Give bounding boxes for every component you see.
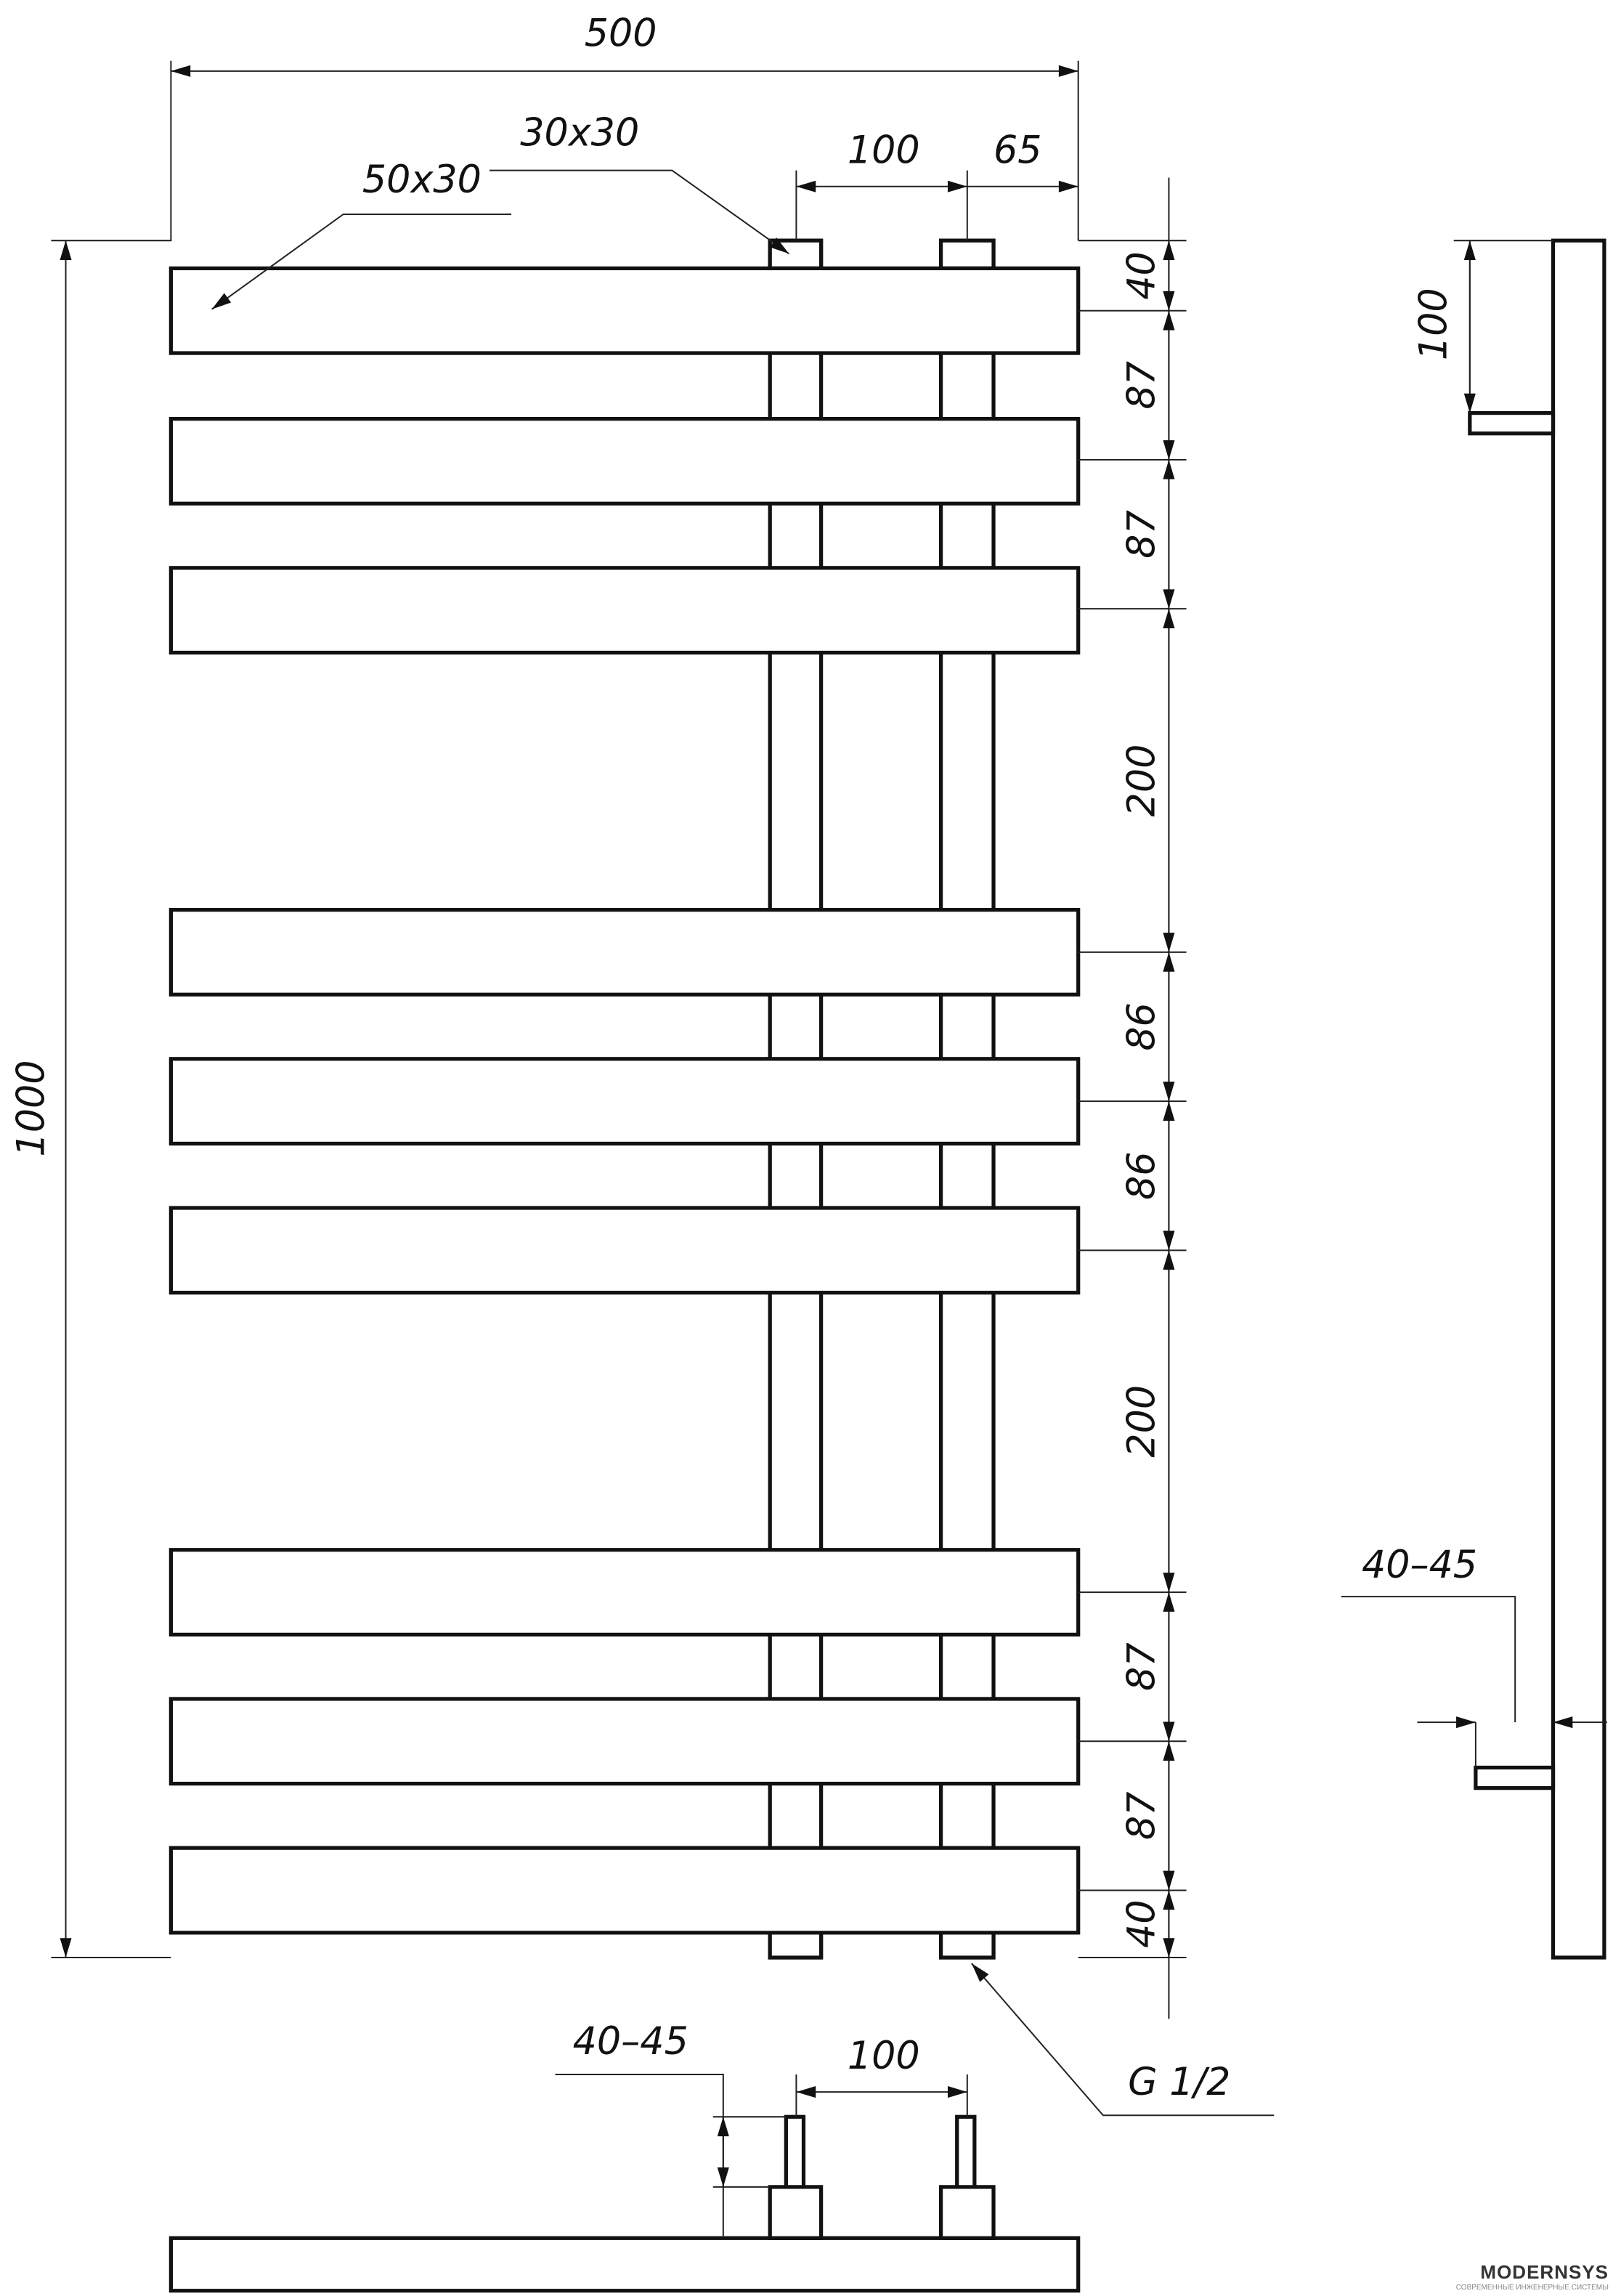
towel-bar [168, 907, 1081, 997]
spacing-label: 87 [1119, 361, 1163, 410]
spacing-label: 200 [1119, 745, 1163, 817]
dim-overall-width: 500 [585, 12, 657, 56]
bottom-view [168, 2073, 1081, 2293]
dim-pipe-offset: 65 [994, 129, 1042, 173]
dim-pipe-section: 30x30 [520, 110, 639, 155]
modernsys-logo: MODERNSYS СОВРЕМЕННЫЕ ИНЖЕНЕРНЫЕ СИСТЕМЫ [1456, 2261, 1609, 2292]
towel-bar [168, 1206, 1081, 1295]
towel-bar [168, 1846, 1081, 1935]
dim-overall-height: 1000 [9, 1060, 53, 1156]
pipe-cap [768, 238, 824, 271]
dim-side-wall: 40–45 [1362, 1543, 1477, 1587]
pipe-cap [768, 1929, 824, 1960]
spacing-label: 200 [1119, 1385, 1163, 1458]
pipe-cap [938, 1929, 996, 1960]
dim-side-top: 100 [1412, 288, 1456, 360]
spacing-label: 40 [1119, 1899, 1163, 1948]
spacing-label: 87 [1119, 1792, 1163, 1841]
dim-pipe-spacing: 100 [848, 129, 920, 173]
towel-bar [168, 1697, 1081, 1786]
dim-bottom-wall: 40–45 [573, 2019, 688, 2064]
towel-bar [168, 566, 1081, 655]
spacing-label: 87 [1119, 510, 1163, 559]
side-view [1341, 238, 1607, 1960]
dimension-lines [51, 60, 1275, 2117]
towel-bar [168, 266, 1081, 355]
spacing-label: 86 [1119, 1151, 1163, 1200]
spacing-label: 86 [1119, 1002, 1163, 1051]
pipe-cap [938, 238, 996, 271]
front-view [168, 238, 1081, 1960]
logo-name: MODERNSYS [1480, 2261, 1609, 2283]
towel-bar [168, 1548, 1081, 1637]
dim-bottom-spacing: 100 [848, 2034, 920, 2078]
logo-tagline: СОВРЕМЕННЫЕ ИНЖЕНЕРНЫЕ СИСТЕМЫ [1455, 2284, 1609, 2292]
towel-bar [168, 1057, 1081, 1146]
spacing-label: 40 [1119, 251, 1163, 300]
towel-bar [168, 417, 1081, 506]
spacing-label: 87 [1119, 1642, 1163, 1691]
dim-bar-section: 50x30 [362, 158, 482, 202]
dim-connection: G 1/2 [1128, 2060, 1230, 2104]
